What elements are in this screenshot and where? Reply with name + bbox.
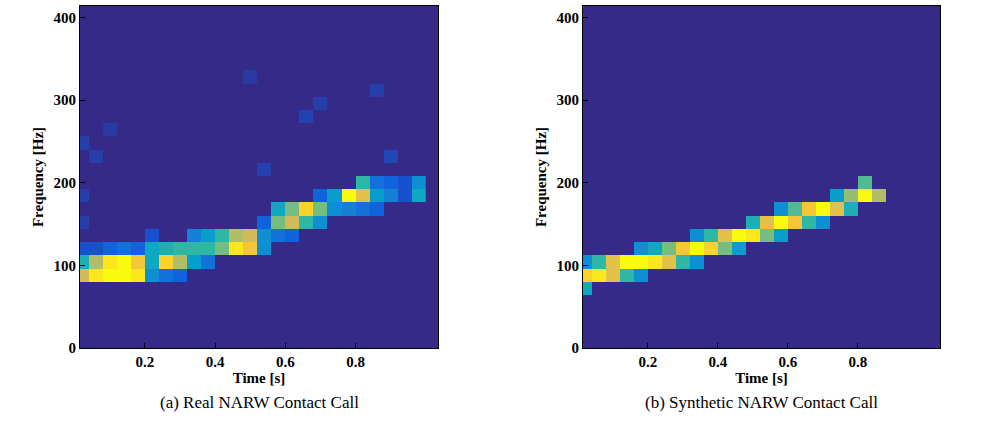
svg-text:0.4: 0.4 (206, 354, 225, 370)
svg-text:0.8: 0.8 (346, 354, 365, 370)
svg-text:100: 100 (557, 258, 580, 274)
svg-text:0.2: 0.2 (638, 354, 657, 370)
svg-text:0.6: 0.6 (276, 354, 295, 370)
svg-text:0.2: 0.2 (136, 354, 155, 370)
svg-text:Frequency [Hz]: Frequency [Hz] (533, 127, 549, 227)
svg-text:Time [s]: Time [s] (735, 370, 788, 386)
svg-text:0.4: 0.4 (708, 354, 727, 370)
svg-text:100: 100 (54, 258, 77, 274)
svg-text:300: 300 (557, 92, 580, 108)
svg-text:0.6: 0.6 (778, 354, 797, 370)
svg-text:0: 0 (572, 340, 580, 356)
svg-text:Time [s]: Time [s] (233, 370, 286, 386)
svg-text:Frequency [Hz]: Frequency [Hz] (30, 127, 46, 227)
svg-text:0.8: 0.8 (848, 354, 867, 370)
svg-text:300: 300 (54, 92, 77, 108)
svg-text:(a) Real NARW Contact Call: (a) Real NARW Contact Call (160, 393, 359, 412)
svg-text:0: 0 (69, 340, 77, 356)
svg-text:400: 400 (557, 10, 580, 26)
svg-text:400: 400 (54, 10, 77, 26)
svg-text:200: 200 (557, 175, 580, 191)
svg-text:(b) Synthetic NARW Contact Cal: (b) Synthetic NARW Contact Call (645, 393, 878, 412)
svg-text:200: 200 (54, 175, 77, 191)
